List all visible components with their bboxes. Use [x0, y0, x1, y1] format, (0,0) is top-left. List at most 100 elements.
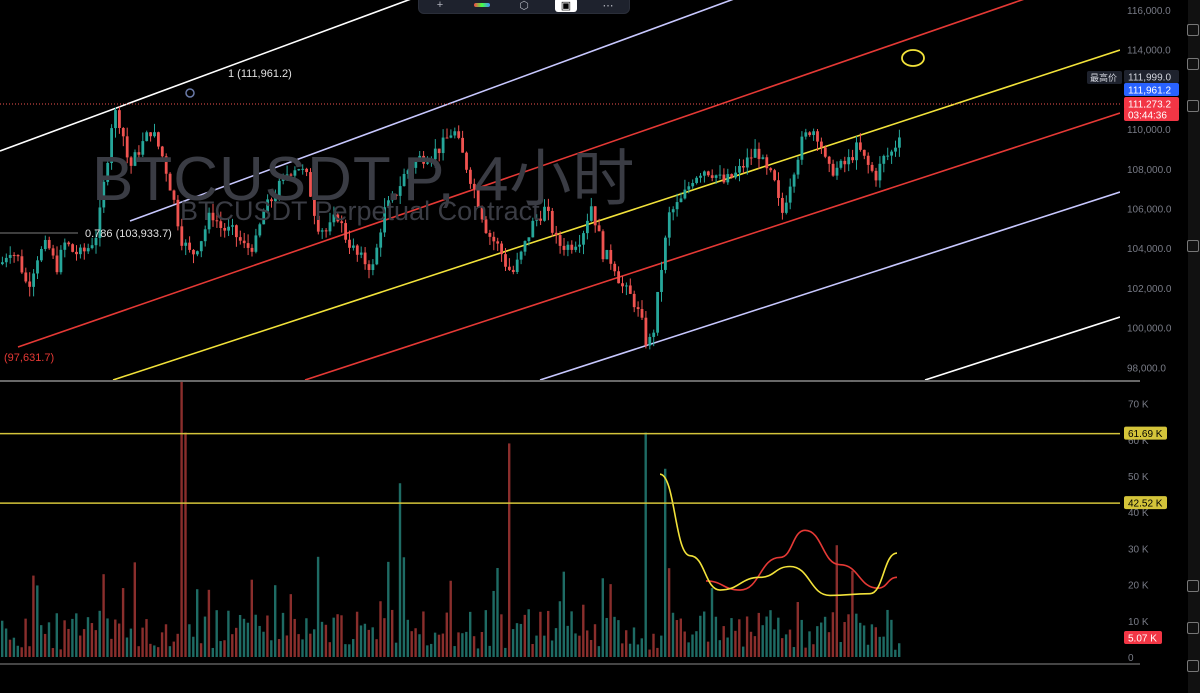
candle-body [36, 260, 39, 274]
volume-bar [196, 589, 199, 657]
candle-body [184, 242, 188, 246]
candle-body [457, 131, 461, 138]
settings-icon[interactable] [1187, 100, 1199, 112]
fib-value-badge-text: 111,961.2 [1128, 86, 1171, 97]
candle-body [172, 190, 176, 200]
candle-body [63, 242, 67, 250]
candle-body [394, 194, 398, 196]
add-indicator-icon[interactable]: + [436, 0, 444, 11]
more-icon[interactable]: ⋯ [602, 0, 614, 12]
volume-bar [601, 578, 604, 657]
candle-body [621, 283, 624, 287]
volume-bar [496, 567, 499, 657]
volume-bar [110, 638, 113, 657]
candle-body [562, 245, 566, 250]
candle-body [742, 165, 745, 168]
volume-bar [449, 580, 452, 657]
candle-body [784, 202, 788, 213]
candle-body [898, 137, 901, 148]
channel-line-outer-upper [0, 0, 411, 152]
volume-bar [597, 646, 601, 657]
candle-body [543, 206, 546, 221]
current-volume-badge-bg [1124, 631, 1162, 644]
volume-bar [730, 618, 733, 657]
candle-body [340, 221, 344, 224]
candle-body [480, 206, 484, 220]
candle-body [472, 183, 476, 189]
candle-body [769, 168, 773, 171]
volume-bar [605, 617, 608, 657]
volume-bar [652, 633, 655, 657]
screenshot-icon[interactable]: ▣ [555, 0, 577, 12]
candle-body [51, 248, 55, 256]
last-price-badge: 111,273.2 [1124, 97, 1179, 111]
volume-bar [250, 579, 253, 657]
volume-bar [274, 585, 277, 657]
candle-body [227, 226, 230, 231]
candle-body [469, 169, 472, 184]
volume-bar [309, 633, 312, 657]
candle-body [98, 207, 102, 238]
volume-bar [527, 609, 530, 657]
volume-bar [258, 625, 261, 657]
candle-body [847, 157, 851, 165]
candle-body [855, 142, 858, 161]
color-palette-icon[interactable] [471, 0, 493, 12]
volume-bar [695, 631, 698, 657]
fib-value-badge-bg [1124, 83, 1179, 96]
template-icon[interactable]: ⬡ [519, 0, 529, 12]
volume-bar [632, 627, 636, 657]
candle-body [285, 174, 289, 176]
candle-body [367, 264, 371, 271]
lock-icon[interactable] [1187, 58, 1199, 70]
candle-body [527, 237, 531, 242]
volume-hline-1-badge: 61.69 K [1124, 426, 1167, 440]
price-tick: 98,000.0 [1127, 363, 1166, 374]
candle-body [827, 156, 831, 164]
candle-body [445, 137, 449, 139]
volume-bar [691, 634, 694, 657]
volume-bar [679, 618, 682, 657]
volume-bar [371, 627, 374, 657]
candle-body [4, 257, 8, 263]
volume-bar [554, 628, 558, 657]
candle-body [352, 245, 355, 248]
volume-bar [628, 643, 632, 657]
candle-body [652, 332, 656, 337]
candle-body [675, 202, 679, 210]
volume-bar [660, 635, 663, 657]
volume-bar [769, 610, 772, 657]
candle-body [586, 220, 589, 234]
candle-body [683, 189, 687, 199]
candle-body [679, 198, 683, 203]
volume-bar [313, 629, 316, 657]
candle-body [16, 255, 20, 257]
volume-bar [886, 609, 889, 657]
candle-body [379, 232, 383, 248]
candle-body [804, 132, 808, 137]
fib-value-badge: 111,961.2 [1124, 83, 1179, 97]
candle-body [324, 230, 328, 232]
volume-bar [297, 634, 300, 657]
maximize-icon[interactable] [1187, 660, 1199, 672]
volume-bar [726, 637, 729, 657]
price-tick: 116,000.0 [1127, 6, 1171, 17]
last-price-badge-bg [1124, 97, 1179, 110]
volume-hline-2-badge: 42.52 K [1124, 496, 1167, 510]
alert-icon[interactable] [1187, 580, 1199, 592]
calendar-icon[interactable] [1187, 622, 1199, 634]
magnet-icon[interactable] [1187, 24, 1199, 36]
volume-bar [539, 611, 542, 657]
volume-bar [43, 633, 47, 657]
volume-bar [796, 602, 799, 657]
candle-body [874, 170, 878, 181]
price-tick: 114,000.0 [1127, 46, 1171, 57]
volume-tick: 50 K [1128, 472, 1149, 483]
candle-body [582, 233, 585, 245]
candle-body [32, 273, 35, 287]
candle-body [79, 247, 82, 255]
hide-icon[interactable] [1187, 240, 1199, 252]
symbol-description: BTCUSDT Perpetual Contract [180, 196, 540, 226]
